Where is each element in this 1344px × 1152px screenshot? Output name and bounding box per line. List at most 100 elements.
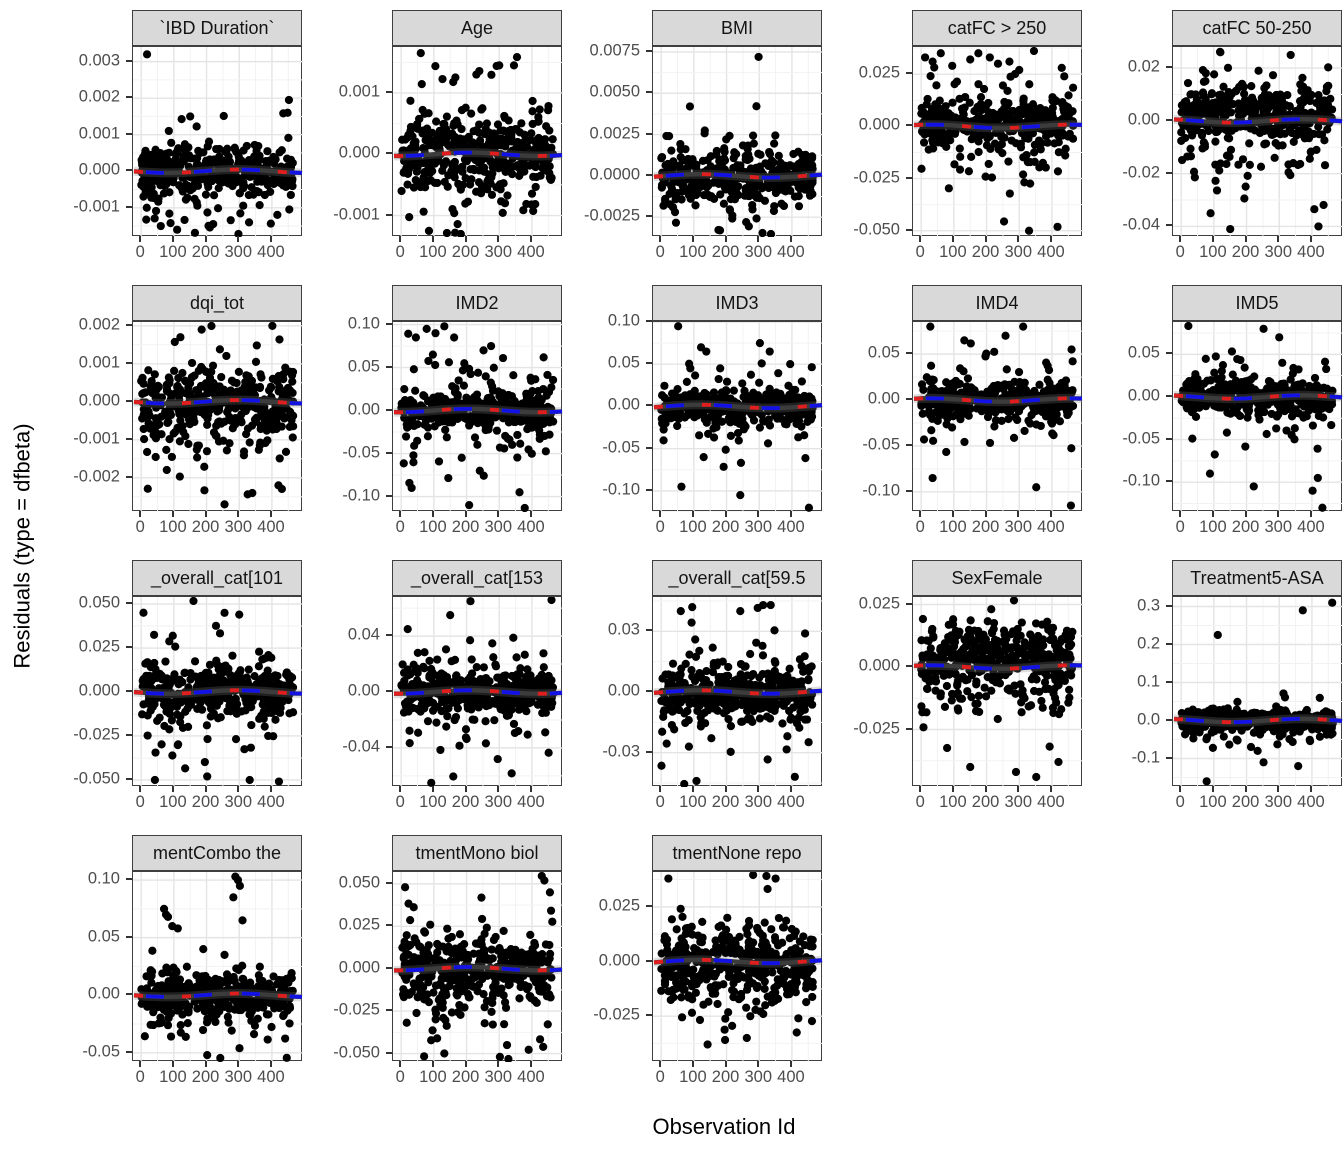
- x-tick-mark: [789, 786, 792, 792]
- facet-strip-title: Treatment5-ASA: [1172, 560, 1342, 596]
- y-tick-label: 0.025: [858, 63, 900, 82]
- x-axis: 0 100 200 300 400: [132, 1061, 302, 1097]
- x-tick-mark: [1211, 786, 1214, 792]
- scatter-plot-canvas: [133, 597, 303, 787]
- y-tick-mark: [1166, 437, 1172, 440]
- x-tick-label: 0: [135, 518, 145, 536]
- y-tick-mark: [906, 489, 912, 492]
- y-tick-mark: [386, 213, 392, 216]
- x-tick-label: 0: [655, 243, 665, 261]
- y-tick-mark: [646, 132, 652, 135]
- y-tick-label: 0.000: [858, 115, 900, 134]
- scatter-plot-canvas: [393, 47, 563, 237]
- facet-panel: [652, 596, 823, 787]
- x-tick-label: 300: [1004, 518, 1033, 536]
- x-tick-label: 100: [159, 243, 187, 261]
- y-tick-label: -0.025: [593, 1005, 640, 1024]
- x-tick-label: 400: [1037, 793, 1065, 811]
- y-tick-label: -0.025: [333, 1000, 380, 1019]
- y-tick-label: 0.2: [1137, 634, 1160, 652]
- y-tick-label: -0.050: [853, 220, 900, 239]
- x-tick-label: 300: [1004, 243, 1033, 261]
- x-tick-mark: [984, 786, 987, 792]
- y-tick-label: 0.050: [78, 593, 120, 612]
- x-tick-mark: [204, 511, 207, 517]
- scatter-plot-canvas: [133, 322, 303, 512]
- x-tick-mark: [431, 236, 434, 242]
- y-tick-label: 0.00: [87, 984, 120, 1003]
- facet-panel: [1172, 321, 1343, 512]
- facet-strip-title: SexFemale: [912, 560, 1082, 596]
- x-tick-mark: [919, 236, 922, 242]
- x-tick-mark: [757, 236, 760, 242]
- x-tick-mark: [1244, 786, 1247, 792]
- y-tick-label: -0.001: [73, 429, 120, 448]
- x-tick-label: 400: [257, 793, 285, 811]
- y-tick-mark: [126, 602, 132, 605]
- x-tick-label: 200: [451, 518, 480, 536]
- facet-strip-title: IMD4: [912, 285, 1082, 321]
- x-axis: 0 100 200 300 400: [1172, 236, 1342, 272]
- facet-strip-title: Age: [392, 10, 562, 46]
- y-tick-mark: [1166, 480, 1172, 483]
- x-tick-mark: [399, 1061, 402, 1067]
- facet-panel: [1172, 596, 1343, 787]
- y-tick-mark: [1166, 604, 1172, 607]
- y-tick-label: 0.04: [347, 625, 380, 644]
- facet-panel: [1172, 46, 1343, 237]
- x-tick-label: 400: [777, 793, 805, 811]
- x-tick-mark: [269, 786, 272, 792]
- facet: mentCombo the 0.10 0.05 0.00 -0.05 0 100 200 300…: [44, 835, 304, 1097]
- facet-panel: [912, 596, 1083, 787]
- y-axis: 0.03 0.00 -0.03: [564, 596, 652, 786]
- x-tick-label: 200: [711, 793, 740, 811]
- x-tick-label: 300: [224, 518, 253, 536]
- x-tick-mark: [269, 511, 272, 517]
- scatter-plot-canvas: [133, 872, 303, 1062]
- y-axis: 0.0075 0.0050 0.0025 0.0000 -0.0025: [564, 41, 652, 236]
- x-tick-mark: [1179, 236, 1182, 242]
- x-tick-label: 300: [224, 243, 253, 261]
- y-tick-label: 0.000: [858, 656, 900, 675]
- x-tick-label: 400: [257, 1068, 285, 1086]
- x-tick-label: 100: [679, 1068, 707, 1086]
- facet-strip-title: mentCombo the: [132, 835, 302, 871]
- scatter-plot-canvas: [653, 872, 823, 1062]
- x-tick-mark: [529, 786, 532, 792]
- y-tick-mark: [646, 173, 652, 176]
- x-tick-label: 300: [224, 793, 253, 811]
- y-axis: 0.050 0.025 0.000 -0.025 -0.050: [44, 593, 132, 787]
- y-tick-mark: [386, 634, 392, 637]
- y-tick-mark: [126, 646, 132, 649]
- y-tick-label: 0.000: [78, 391, 120, 410]
- x-tick-mark: [919, 786, 922, 792]
- y-tick-label: 0.001: [338, 82, 380, 101]
- x-tick-mark: [1179, 511, 1182, 517]
- x-axis-title: Observation Id: [652, 1114, 796, 1139]
- x-tick-mark: [919, 511, 922, 517]
- x-axis: 0 100 200 300 400: [912, 236, 1082, 272]
- x-tick-mark: [1179, 786, 1182, 792]
- x-tick-mark: [789, 236, 792, 242]
- x-axis: 0 100 200 300 400: [652, 1061, 822, 1097]
- facet-panel: [912, 321, 1083, 512]
- x-axis: 0 100 200 300 400: [132, 511, 302, 547]
- x-tick-label: 400: [777, 518, 805, 536]
- facet-panel: [392, 321, 563, 512]
- y-tick-mark: [1166, 224, 1172, 227]
- x-tick-mark: [204, 786, 207, 792]
- x-tick-label: 100: [159, 518, 187, 536]
- x-tick-label: 200: [191, 243, 220, 261]
- x-tick-mark: [1309, 236, 1312, 242]
- y-tick-label: 0.000: [78, 681, 120, 700]
- x-tick-label: 0: [655, 518, 665, 536]
- y-tick-mark: [646, 49, 652, 52]
- x-tick-label: 400: [1037, 518, 1065, 536]
- y-tick-mark: [386, 1009, 392, 1012]
- x-tick-label: 200: [191, 518, 220, 536]
- y-tick-mark: [906, 727, 912, 730]
- x-tick-mark: [659, 236, 662, 242]
- facet: _overall_cat[101 0.050 0.025 0.000 -0.025 -0.…: [44, 560, 304, 822]
- y-tick-mark: [1166, 171, 1172, 174]
- y-tick-mark: [646, 320, 652, 322]
